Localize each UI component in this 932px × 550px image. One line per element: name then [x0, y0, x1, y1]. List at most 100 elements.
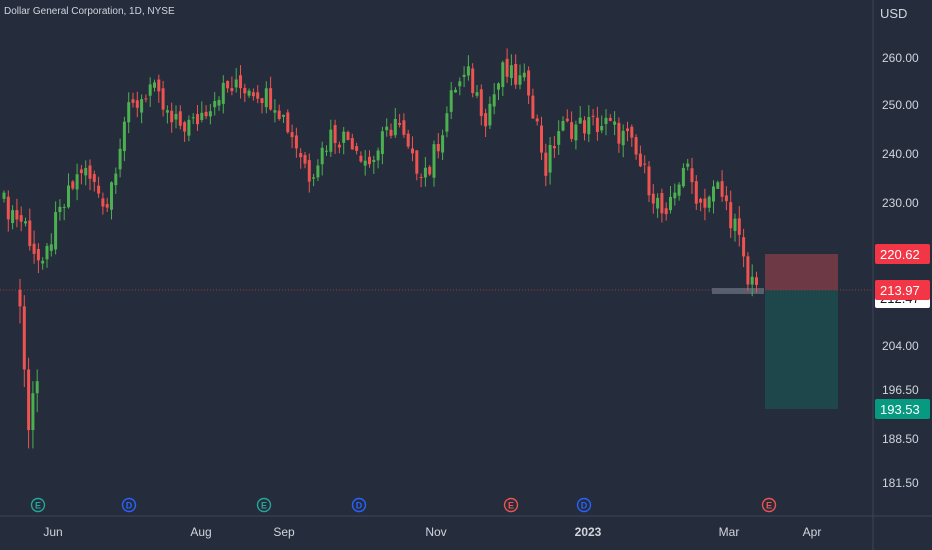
- event-marker-0[interactable]: [30, 497, 46, 513]
- candle-body: [122, 121, 126, 152]
- candle-body: [613, 121, 617, 125]
- candle-body: [686, 163, 690, 167]
- candle-body: [333, 125, 337, 144]
- candle-body: [22, 306, 26, 370]
- candle-body: [621, 130, 625, 146]
- candle-body: [363, 160, 367, 166]
- candle-body: [544, 152, 548, 176]
- event-marker-5[interactable]: [576, 497, 592, 513]
- candle-body: [19, 215, 23, 222]
- price-label-1: [875, 280, 930, 300]
- candle-body: [286, 112, 290, 133]
- event-marker-3[interactable]: [351, 497, 367, 513]
- event-marker-2[interactable]: [256, 497, 272, 513]
- price-label-3: [875, 399, 930, 419]
- candle-body: [260, 98, 264, 104]
- candle-body: [557, 131, 561, 145]
- candle-body: [24, 221, 27, 224]
- candle-body: [729, 202, 733, 229]
- candle-body: [591, 115, 595, 117]
- candle-body: [458, 81, 462, 87]
- candle-body: [733, 218, 737, 231]
- candle-body: [148, 84, 152, 96]
- candle-body: [101, 198, 105, 207]
- candle-body: [118, 148, 122, 170]
- candle-body: [269, 88, 273, 110]
- candle-body: [647, 166, 651, 196]
- candle-body: [27, 369, 31, 431]
- candle-body: [488, 103, 492, 126]
- price-label-text-1: 213.97: [880, 283, 920, 298]
- event-marker-label: E: [261, 501, 267, 511]
- candle-body: [466, 66, 470, 76]
- candle-body: [191, 117, 195, 119]
- candle-body: [174, 113, 178, 120]
- candle-body: [79, 169, 83, 174]
- event-marker-label: D: [126, 501, 133, 511]
- candle-body: [565, 118, 569, 122]
- candle-body: [552, 146, 556, 149]
- candle-body: [217, 99, 221, 106]
- candle-body: [307, 160, 311, 182]
- candle-body: [385, 126, 389, 131]
- event-marker-6[interactable]: [761, 497, 777, 513]
- take-profit-zone[interactable]: [765, 290, 838, 409]
- candle-body: [161, 88, 165, 110]
- candle-body: [548, 144, 552, 173]
- event-marker-4[interactable]: [503, 497, 519, 513]
- candle-body: [660, 193, 664, 214]
- price-label-text-0: 220.62: [880, 247, 920, 262]
- candle-body: [277, 110, 281, 120]
- candle-body: [183, 122, 187, 132]
- candle-body: [35, 381, 39, 394]
- candle-body: [346, 131, 350, 140]
- candle-body: [570, 122, 574, 139]
- time-axis: Jun Aug Sep Nov 2023 Mar Apr: [43, 525, 821, 539]
- candle-body: [518, 75, 522, 85]
- candle-body: [41, 260, 45, 264]
- candle-body: [226, 80, 230, 89]
- candle-body: [492, 94, 496, 107]
- candle-body: [604, 117, 608, 125]
- candle-body: [239, 75, 242, 89]
- candle-body: [415, 150, 419, 174]
- candle-body: [325, 150, 328, 152]
- candles: [2, 48, 758, 449]
- candle-body: [471, 68, 475, 94]
- price-label-text-3: 193.53: [880, 402, 920, 417]
- candle-body: [84, 168, 88, 176]
- y-tick-7: 181.50: [882, 476, 919, 490]
- candle-body: [587, 117, 591, 135]
- event-marker-1[interactable]: [121, 497, 137, 513]
- candle-body: [724, 195, 728, 202]
- candle-body: [294, 135, 298, 149]
- candle-body: [208, 111, 212, 117]
- stop-loss-zone[interactable]: [765, 254, 838, 290]
- candle-body: [707, 196, 711, 208]
- y-tick-5: 196.50: [882, 383, 919, 397]
- candle-body: [114, 173, 118, 186]
- candle-body: [316, 165, 320, 178]
- y-tick-4: 204.00: [882, 339, 919, 353]
- candle-body: [36, 249, 40, 261]
- candle-body: [514, 63, 518, 85]
- candle-body: [135, 100, 139, 108]
- candle-body: [720, 181, 724, 197]
- candle-body: [372, 159, 376, 162]
- candle-body: [703, 198, 707, 208]
- candle-body: [677, 184, 681, 196]
- candle-body: [643, 163, 647, 165]
- candle-body: [178, 111, 182, 126]
- candle-body: [67, 185, 70, 208]
- candle-body: [359, 155, 363, 162]
- candle-body: [742, 237, 746, 257]
- candle-body: [699, 198, 703, 203]
- candle-body: [445, 113, 449, 132]
- event-marker-label: E: [766, 501, 772, 511]
- candle-body: [681, 167, 685, 187]
- candle-body: [355, 146, 359, 151]
- entry-marker[interactable]: [712, 288, 764, 294]
